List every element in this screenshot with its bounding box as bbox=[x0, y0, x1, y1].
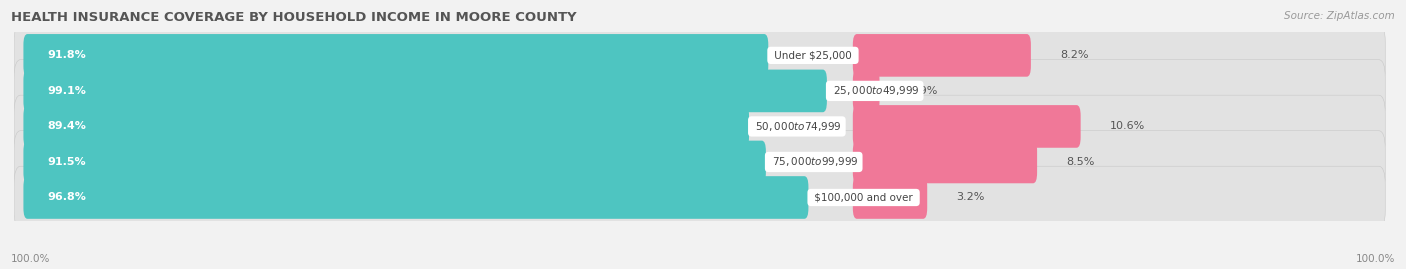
FancyBboxPatch shape bbox=[853, 34, 1031, 77]
FancyBboxPatch shape bbox=[14, 131, 1385, 193]
FancyBboxPatch shape bbox=[14, 166, 1385, 229]
Text: 8.5%: 8.5% bbox=[1067, 157, 1095, 167]
Text: Under $25,000: Under $25,000 bbox=[770, 50, 855, 60]
Text: 0.9%: 0.9% bbox=[908, 86, 938, 96]
FancyBboxPatch shape bbox=[24, 176, 808, 219]
FancyBboxPatch shape bbox=[24, 105, 749, 148]
Text: 96.8%: 96.8% bbox=[48, 193, 86, 203]
FancyBboxPatch shape bbox=[24, 70, 827, 112]
FancyBboxPatch shape bbox=[14, 60, 1385, 122]
FancyBboxPatch shape bbox=[24, 141, 766, 183]
Text: HEALTH INSURANCE COVERAGE BY HOUSEHOLD INCOME IN MOORE COUNTY: HEALTH INSURANCE COVERAGE BY HOUSEHOLD I… bbox=[11, 11, 576, 24]
Text: $50,000 to $74,999: $50,000 to $74,999 bbox=[752, 120, 842, 133]
Text: 10.6%: 10.6% bbox=[1111, 121, 1146, 132]
Text: 89.4%: 89.4% bbox=[48, 121, 86, 132]
FancyBboxPatch shape bbox=[14, 95, 1385, 158]
Text: 100.0%: 100.0% bbox=[11, 254, 51, 264]
Text: 100.0%: 100.0% bbox=[1355, 254, 1395, 264]
Text: 91.8%: 91.8% bbox=[48, 50, 86, 60]
FancyBboxPatch shape bbox=[853, 141, 1038, 183]
FancyBboxPatch shape bbox=[853, 176, 927, 219]
Text: $25,000 to $49,999: $25,000 to $49,999 bbox=[830, 84, 920, 97]
Text: 99.1%: 99.1% bbox=[48, 86, 86, 96]
FancyBboxPatch shape bbox=[853, 70, 880, 112]
Text: 3.2%: 3.2% bbox=[956, 193, 986, 203]
FancyBboxPatch shape bbox=[24, 34, 768, 77]
Text: 91.5%: 91.5% bbox=[48, 157, 86, 167]
FancyBboxPatch shape bbox=[853, 105, 1081, 148]
Text: Source: ZipAtlas.com: Source: ZipAtlas.com bbox=[1284, 11, 1395, 21]
Text: 8.2%: 8.2% bbox=[1060, 50, 1088, 60]
FancyBboxPatch shape bbox=[14, 24, 1385, 87]
Text: $100,000 and over: $100,000 and over bbox=[811, 193, 917, 203]
Text: $75,000 to $99,999: $75,000 to $99,999 bbox=[769, 155, 859, 168]
